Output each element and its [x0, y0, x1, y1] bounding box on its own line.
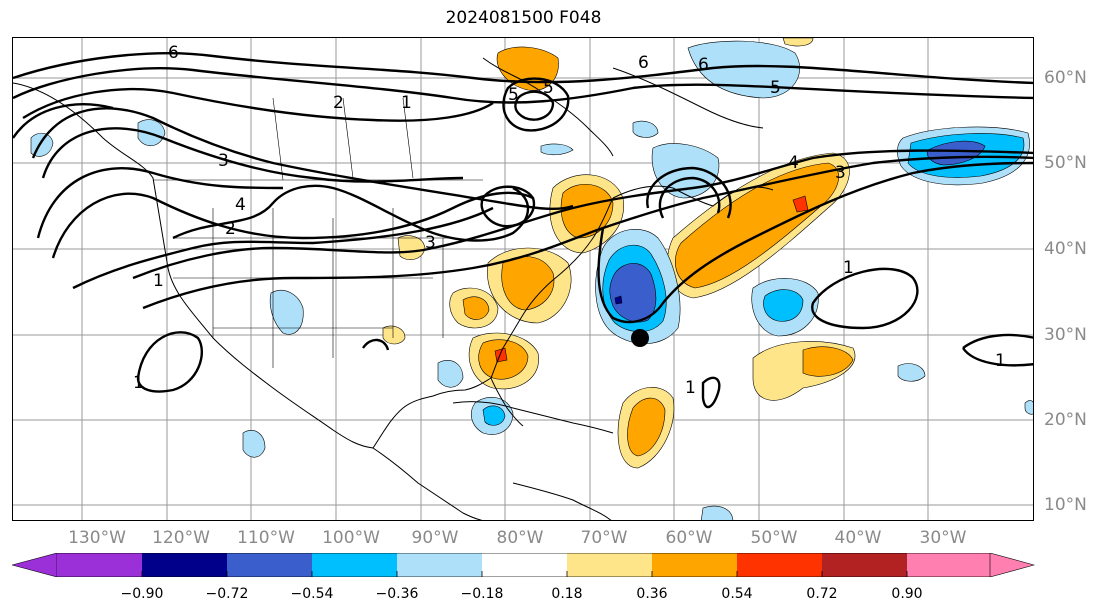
map-canvas: 6 6 5 5 4 4 3 3 3 2 2 1 1 1 1 1 1 5 6 — [13, 38, 1033, 520]
lon-label: 80°W — [496, 528, 544, 548]
contour-label: 3 — [835, 163, 846, 183]
lat-label: 60°N — [1044, 68, 1087, 88]
colorbar-tick-label: −0.72 — [205, 586, 249, 602]
colorbar-tick-label: −0.54 — [290, 586, 334, 602]
lon-label: 40°W — [834, 528, 882, 548]
shaded-fields — [30, 38, 1033, 520]
contour-label: 6 — [638, 53, 649, 73]
contour-label: 6 — [698, 55, 709, 75]
colorbar-segment — [822, 553, 907, 577]
lon-label: 110°W — [237, 528, 295, 548]
lat-label: 20°N — [1044, 410, 1087, 430]
storm-center-marker — [631, 329, 649, 347]
colorbar-segment — [227, 553, 312, 577]
warm-region-lake — [397, 235, 426, 261]
colorbar-segment — [737, 553, 822, 577]
lon-label: 60°W — [665, 528, 713, 548]
map-title: 2024081500 F048 — [445, 8, 602, 28]
contour-label: 4 — [235, 195, 246, 215]
contour-label: 1 — [401, 93, 412, 113]
lat-label: 40°N — [1044, 239, 1087, 259]
lon-label: 50°W — [750, 528, 798, 548]
colorbar-segment — [482, 553, 567, 577]
colorbar-segment — [312, 553, 397, 577]
lon-label: 100°W — [322, 528, 380, 548]
colorbar-segment — [907, 553, 990, 577]
lon-label: 130°W — [68, 528, 126, 548]
lon-label: 90°W — [411, 528, 459, 548]
contour-lines — [13, 52, 1033, 409]
contour-label: 1 — [153, 271, 164, 291]
lon-label: 70°W — [580, 528, 628, 548]
lat-label: 10°N — [1044, 495, 1087, 515]
contour-label: 1 — [685, 378, 696, 398]
lon-label: 30°W — [919, 528, 967, 548]
contour-label: 5 — [508, 85, 519, 105]
lon-label: 120°W — [152, 528, 210, 548]
contour-label: 5 — [770, 78, 781, 98]
colorbar-arrow-low — [12, 553, 58, 577]
colorbar-tick-label: −0.90 — [120, 586, 164, 602]
contour-label: 1 — [843, 258, 854, 278]
contour-label: 2 — [333, 93, 344, 113]
contour-label: 2 — [225, 219, 236, 239]
colorbar-tick-label: 0.54 — [721, 586, 753, 602]
contour-label: 3 — [425, 233, 436, 253]
colorbar-tick-label: −0.36 — [375, 586, 419, 602]
contour-label: 6 — [168, 43, 179, 63]
colorbar-tick-label: 0.18 — [551, 586, 583, 602]
colorbar-segment — [397, 553, 482, 577]
contour-label-group: 6 6 5 5 4 4 3 3 3 2 2 1 1 1 1 1 1 5 6 — [133, 43, 1006, 398]
colorbar-segment — [142, 553, 227, 577]
contour-label: 3 — [218, 151, 229, 171]
contour-label: 1 — [133, 373, 144, 393]
colorbar-segment — [567, 553, 652, 577]
colorbar-tick-label: 0.72 — [806, 586, 838, 602]
contour-label: 1 — [995, 351, 1006, 371]
colorbar-tick-label: −0.18 — [460, 586, 504, 602]
lat-label: 50°N — [1044, 153, 1087, 173]
colorbar-segment — [652, 553, 737, 577]
colorbar-segment — [57, 553, 142, 577]
colorbar-tick-label: 0.36 — [636, 586, 668, 602]
colorbar — [12, 553, 1035, 577]
contour-label: 4 — [788, 153, 799, 173]
colorbar-tick-label: 0.90 — [891, 586, 923, 602]
contour-label: 5 — [543, 78, 554, 98]
map-panel: 6 6 5 5 4 4 3 3 3 2 2 1 1 1 1 1 1 5 6 — [12, 37, 1034, 521]
colorbar-arrow-high — [989, 553, 1035, 577]
lat-label: 30°N — [1044, 325, 1087, 345]
